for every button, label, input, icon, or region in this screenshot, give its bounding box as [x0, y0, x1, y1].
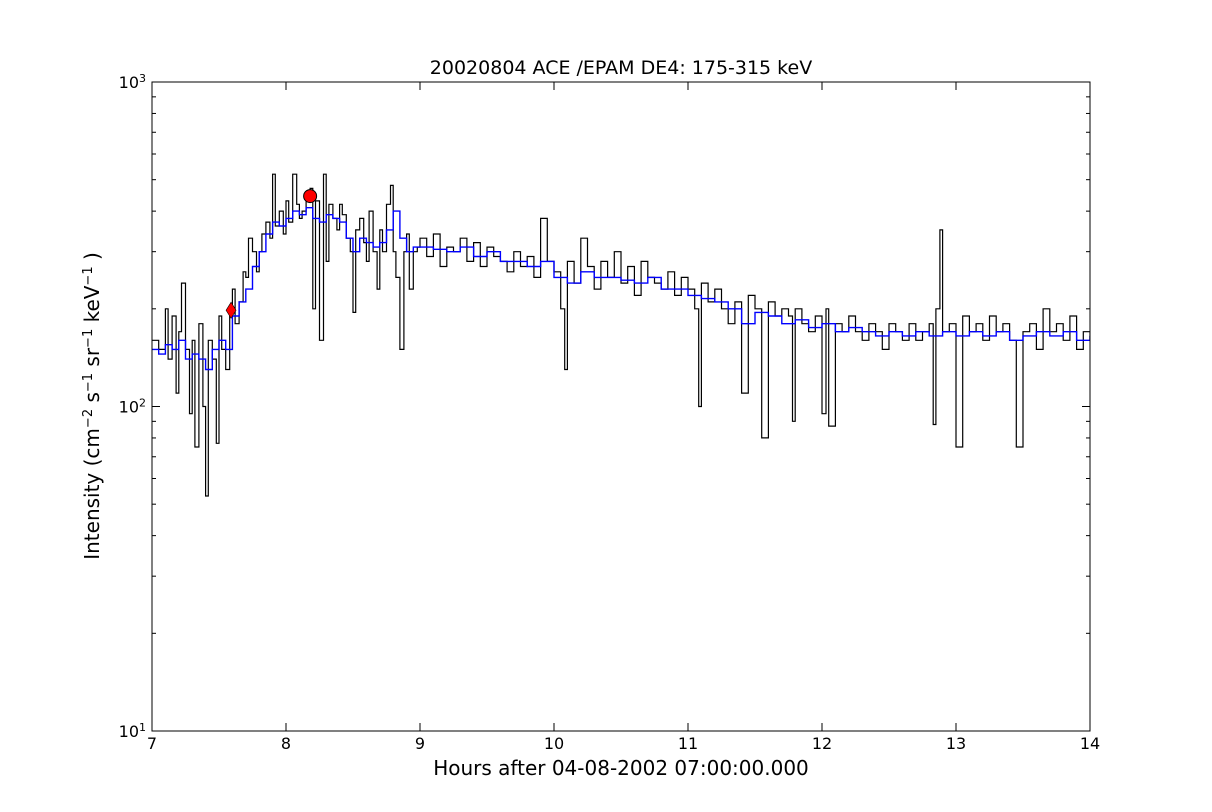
y-tick-label: 102: [119, 396, 146, 417]
x-axis-label: Hours after 04-08-2002 07:00:00.000: [433, 756, 809, 780]
marker-diamond: [225, 301, 237, 319]
x-tick-label: 7: [147, 734, 157, 753]
y-axis-ticks: 101 102 103: [119, 72, 1090, 742]
series-layer: [152, 173, 1090, 497]
x-tick-label: 9: [415, 734, 425, 753]
y-axis-label: Intensity (cm−2 s−1 sr−1 keV−1 ): [80, 252, 104, 560]
y-tick-label: 103: [119, 72, 146, 93]
chart-title: 20020804 ACE /EPAM DE4: 175-315 keV: [430, 57, 812, 79]
x-tick-label: 11: [678, 734, 698, 753]
x-tick-label: 8: [281, 734, 291, 753]
x-tick-label: 12: [812, 734, 832, 753]
marker-layer: [225, 189, 318, 319]
x-tick-label: 10: [544, 734, 564, 753]
y-tick-label: 101: [119, 721, 146, 742]
x-axis-ticks: 7 8 9 10 11 12 13 14: [147, 82, 1100, 753]
series-line-1: [152, 207, 1090, 371]
marker-circle: [303, 189, 318, 204]
x-tick-label: 14: [1080, 734, 1100, 753]
series-line-0: [152, 173, 1090, 497]
x-tick-label: 13: [946, 734, 966, 753]
